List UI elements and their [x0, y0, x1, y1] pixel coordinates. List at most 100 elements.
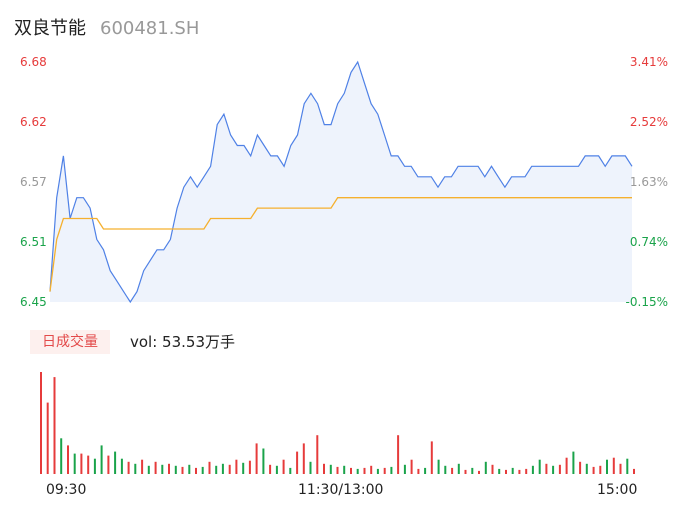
y-tick-right-4: -0.15% [625, 295, 668, 309]
volume-bar [437, 459, 440, 474]
x-tick-close: 15:00 [597, 482, 638, 498]
price-area [50, 62, 632, 302]
volume-bar [242, 462, 245, 474]
volume-bar [127, 461, 130, 474]
volume-bar [329, 464, 332, 474]
volume-bar [424, 467, 427, 474]
volume-bar [444, 465, 447, 474]
volume-bar [518, 469, 521, 474]
volume-bar [626, 458, 629, 474]
volume-bar [147, 465, 150, 474]
volume-bar [228, 464, 231, 474]
volume-bar [558, 464, 561, 474]
volume-bar [350, 467, 352, 474]
volume-bar [471, 467, 474, 474]
y-tick-left-1: 6.62 [20, 115, 47, 129]
volume-bar [511, 467, 514, 474]
volume-bar [296, 451, 299, 474]
average-series [49, 197, 632, 292]
volume-bar [363, 467, 366, 474]
volume-bar [309, 461, 312, 474]
y-tick-left-2: 6.57 [20, 175, 47, 189]
volume-bar [235, 459, 238, 474]
price-line [49, 60, 633, 304]
price-area-fill [50, 62, 632, 302]
y-tick-left-0: 6.68 [20, 55, 47, 69]
volume-bar [87, 455, 90, 474]
volume-bar [592, 466, 595, 474]
volume-bar [174, 465, 177, 474]
volume-bar [525, 468, 528, 474]
volume-bar [390, 466, 393, 474]
volume-bar [107, 455, 110, 474]
price-series [49, 60, 633, 304]
y-tick-left-4: 6.45 [20, 295, 47, 309]
volume-bar [262, 448, 265, 474]
volume-bar [195, 467, 197, 474]
volume-bar [403, 464, 406, 474]
volume-bar [100, 445, 103, 474]
y-tick-right-3: 0.74% [629, 235, 668, 249]
volume-bar [484, 461, 487, 474]
stock-header: 双良节能 600481.SH [14, 14, 200, 39]
volume-bar [552, 465, 555, 474]
volume-bar [168, 463, 170, 474]
volume-bar [397, 435, 400, 474]
volume-bar [255, 443, 258, 474]
volume-bar [531, 465, 534, 474]
volume-bar [154, 461, 157, 474]
volume-bar [430, 441, 433, 474]
volume-bar [491, 464, 494, 474]
volume-bar [505, 469, 507, 474]
volume-bar [599, 465, 602, 474]
volume-bar [464, 469, 467, 474]
volume-bar [201, 466, 204, 474]
volume-bar [302, 443, 305, 474]
volume-bar [188, 464, 191, 474]
volume-bar [46, 402, 49, 474]
volume-bar [457, 463, 460, 474]
stock-code: 600481.SH [100, 18, 200, 39]
volume-bar [221, 463, 224, 474]
volume-bar [451, 467, 454, 474]
volume-bar [208, 461, 211, 474]
x-tick-open: 09:30 [46, 482, 87, 498]
stock-name: 双良节能 [14, 18, 86, 39]
volume-bar [141, 459, 144, 474]
volume-bar [215, 465, 218, 474]
volume-bar [579, 461, 582, 474]
volume-bar [67, 445, 69, 474]
volume-bar [275, 465, 278, 474]
volume-bar [356, 468, 359, 474]
volume-bar [323, 463, 325, 474]
volume-bar [478, 470, 480, 474]
average-line [49, 197, 632, 292]
volume-bar [120, 458, 123, 474]
volume-bar [282, 459, 285, 474]
y-tick-right-0: 3.41% [629, 55, 668, 69]
volume-bar [161, 464, 164, 474]
volume-bar [410, 459, 413, 474]
volume-bar [612, 457, 615, 474]
volume-bar [606, 459, 608, 474]
volume-bar [336, 466, 339, 474]
volume-bar [40, 372, 42, 474]
volume-bar [60, 438, 63, 474]
volume-bar [53, 377, 56, 474]
volume-bar [73, 453, 76, 474]
volume-bar [565, 457, 568, 474]
volume-bar [93, 458, 96, 474]
x-tick-midday: 11:30/13:00 [298, 482, 384, 498]
volume-badge[interactable]: 日成交量 [30, 330, 110, 354]
volume-bars [40, 372, 635, 474]
volume-bar [370, 465, 373, 474]
volume-bar [343, 465, 346, 474]
volume-bar [619, 463, 622, 474]
volume-bar [248, 460, 251, 474]
volume-readout: vol: 53.53万手 [130, 333, 235, 351]
volume-bar [383, 467, 386, 474]
volume-bar [114, 451, 117, 474]
volume-bar [538, 459, 541, 474]
volume-bar [572, 451, 575, 474]
